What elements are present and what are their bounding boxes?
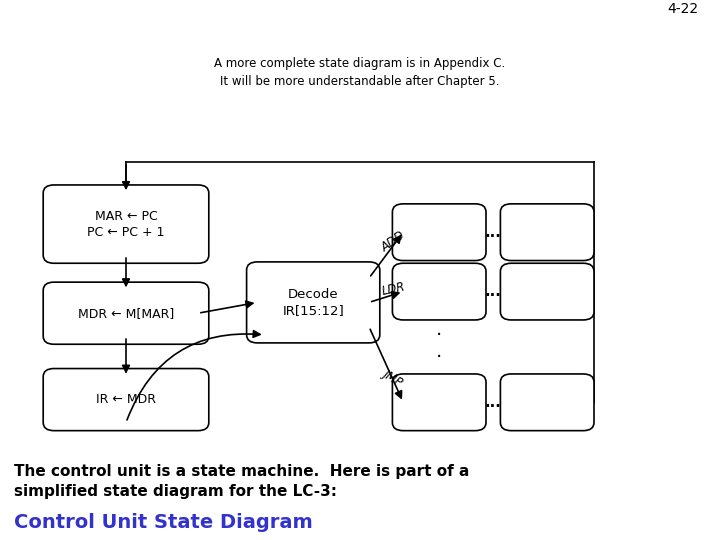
Text: Decode
IR[15:12]: Decode IR[15:12]	[282, 288, 344, 317]
FancyBboxPatch shape	[500, 263, 594, 320]
Text: 4-22: 4-22	[667, 2, 698, 16]
Text: Control Unit State Diagram: Control Unit State Diagram	[14, 513, 313, 532]
Text: ADD: ADD	[379, 229, 408, 254]
Text: The control unit is a state machine.  Here is part of a
simplified state diagram: The control unit is a state machine. Her…	[14, 464, 469, 498]
Text: MDR ← M[MAR]: MDR ← M[MAR]	[78, 307, 174, 320]
Text: JMP: JMP	[381, 367, 405, 389]
FancyBboxPatch shape	[500, 374, 594, 431]
FancyBboxPatch shape	[43, 368, 209, 431]
Text: ·
·: · ·	[436, 327, 442, 367]
Text: ...: ...	[485, 225, 502, 240]
Text: IR ← MDR: IR ← MDR	[96, 393, 156, 406]
Text: MAR ← PC
PC ← PC + 1: MAR ← PC PC ← PC + 1	[87, 210, 165, 239]
FancyBboxPatch shape	[43, 185, 209, 263]
FancyBboxPatch shape	[392, 204, 486, 261]
FancyBboxPatch shape	[392, 263, 486, 320]
Text: ...: ...	[485, 395, 502, 410]
FancyBboxPatch shape	[392, 374, 486, 431]
Text: ...: ...	[485, 284, 502, 299]
FancyBboxPatch shape	[500, 204, 594, 261]
FancyBboxPatch shape	[43, 282, 209, 345]
FancyBboxPatch shape	[246, 262, 380, 343]
Text: A more complete state diagram is in Appendix C.
It will be more understandable a: A more complete state diagram is in Appe…	[215, 57, 505, 87]
Text: LDR: LDR	[380, 280, 406, 298]
